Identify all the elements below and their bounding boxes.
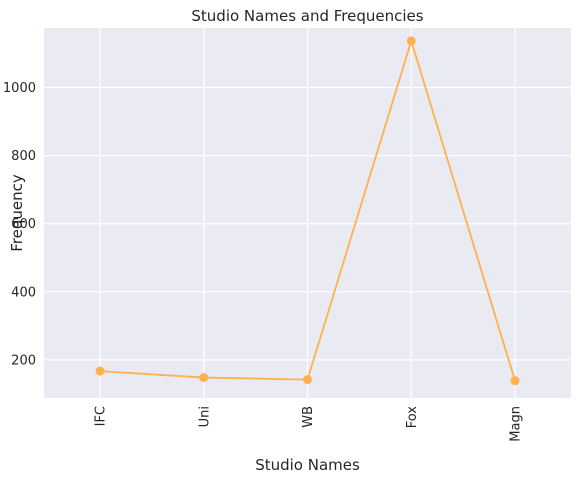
y-tick-label: 600 xyxy=(11,217,36,232)
tick-labels: 200 400 600 800 1000 IFC Uni WB Fox Magn xyxy=(3,81,524,442)
data-point xyxy=(199,373,209,383)
data-point xyxy=(95,366,105,376)
y-tick-label: 800 xyxy=(11,149,36,164)
data-marks xyxy=(95,36,520,386)
x-tick-label: WB xyxy=(301,406,316,428)
x-tick-label: IFC xyxy=(94,406,109,426)
y-axis-label: Frequency xyxy=(8,174,26,252)
data-point xyxy=(303,375,312,385)
x-tick-label: Fox xyxy=(405,406,420,429)
grid xyxy=(44,28,571,398)
x-tick-label: Uni xyxy=(197,406,212,427)
x-tick-label: Magn xyxy=(509,406,524,442)
data-point xyxy=(510,376,520,386)
y-tick-label: 200 xyxy=(11,353,36,368)
chart-title: Studio Names and Frequencies xyxy=(191,7,423,25)
y-tick-label: 400 xyxy=(11,285,36,300)
x-axis-label: Studio Names xyxy=(255,456,360,474)
y-tick-label: 1000 xyxy=(3,81,36,96)
data-point xyxy=(406,36,416,46)
